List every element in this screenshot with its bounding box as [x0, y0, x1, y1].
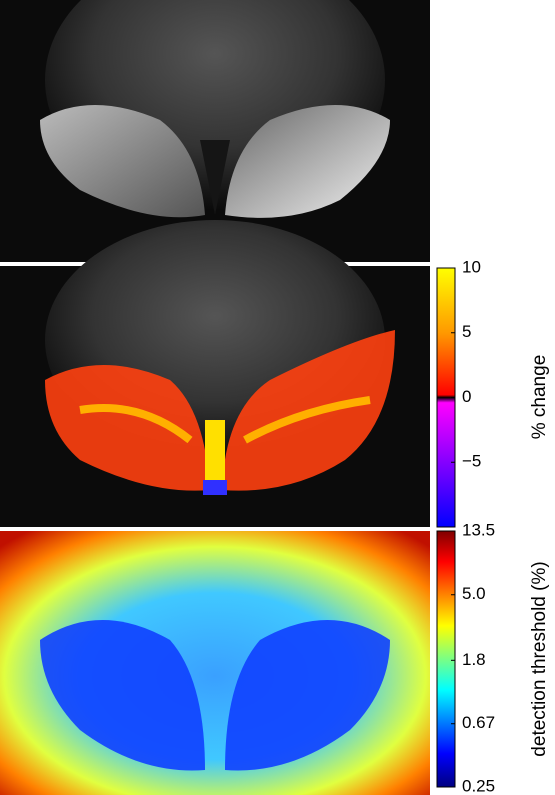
tick-label: −5: [462, 452, 481, 471]
colorbar: % change 10 5 0 −5: [437, 257, 550, 527]
colorbar-label: % change: [529, 355, 550, 440]
tick-label: 5: [462, 322, 471, 341]
tick-label: 5.0: [462, 584, 486, 603]
tick-label: 0.25: [462, 776, 495, 795]
tick-label: 0: [462, 387, 471, 406]
tick-label: 0.67: [462, 713, 495, 732]
threshold-map-image: [0, 531, 430, 795]
colorbar-scale: [437, 531, 455, 787]
colorbar: detection threshold (%) 13.5 5.0 1.8 0.67 0.…: [437, 520, 550, 795]
change-map-image: [0, 220, 430, 527]
tick-label: 10: [462, 257, 481, 276]
colorbar-label: detection threshold (%): [529, 561, 550, 756]
figure: % change 10 5 0 −5 detection threshold (%) …: [0, 0, 555, 795]
tick-label: 1.8: [462, 650, 486, 669]
tick-label: 13.5: [462, 520, 495, 539]
